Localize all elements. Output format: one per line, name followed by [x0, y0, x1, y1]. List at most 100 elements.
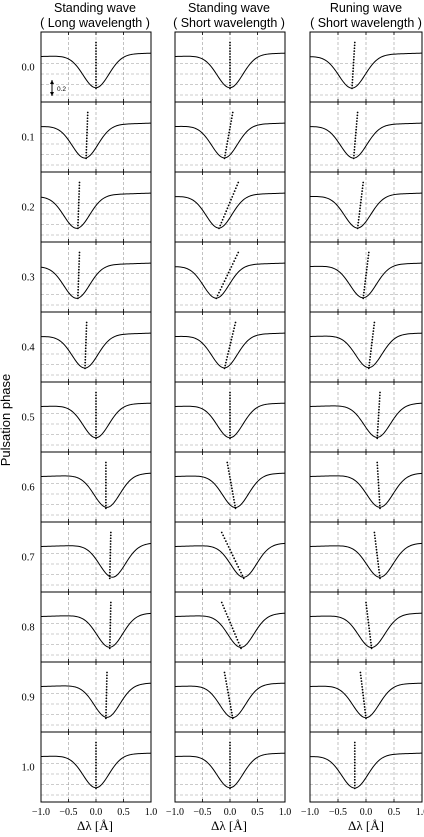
bisector-point [95, 417, 97, 420]
bisector-point [226, 143, 228, 145]
bisector-point [242, 577, 245, 580]
bisector [85, 111, 89, 160]
line-profile [309, 402, 423, 438]
x-tick-label: −1.0 [301, 807, 319, 818]
bisector [76, 181, 81, 230]
bisector-point [373, 324, 375, 327]
bisector-point [109, 615, 112, 618]
bisector-point [229, 548, 231, 551]
bisector-point [224, 677, 227, 680]
bisector-point [355, 120, 358, 123]
bisector-point [237, 641, 240, 644]
bisector-point [95, 761, 97, 764]
bisector-point [95, 64, 97, 67]
bisector-point [226, 688, 229, 691]
bisector-point [84, 353, 87, 355]
line-profile [174, 612, 286, 648]
bisector-point [85, 341, 87, 344]
bisector-point [353, 773, 356, 775]
panel-col1-phase-0.4 [40, 311, 152, 383]
bisector-point [372, 333, 374, 335]
bisector-point [84, 367, 86, 370]
panel-col2-phase-0.5 [174, 381, 286, 453]
bisector-point [227, 467, 230, 470]
bisector-point [226, 543, 229, 545]
bisector-point [229, 47, 231, 50]
bisector-point [105, 683, 108, 685]
bisector [218, 181, 240, 230]
bisector-point [366, 610, 368, 613]
bisector-point [359, 201, 362, 204]
bisector-point [105, 717, 107, 720]
bisector-point [78, 187, 81, 190]
bisector-point [85, 154, 88, 157]
bisector-point [226, 464, 229, 467]
col1-title-line2: ( Long wavelength ) [40, 16, 150, 30]
phase-label-0.2: 0.2 [21, 203, 34, 214]
col2-title-line1: Standing wave [188, 1, 270, 15]
bisector-point [225, 680, 227, 683]
bisector-point [233, 557, 236, 560]
line-profile [309, 52, 423, 89]
bisector-point [229, 478, 232, 481]
bisector-point [228, 473, 231, 475]
bisector-point [85, 333, 88, 335]
bisector-point [229, 703, 232, 705]
bisector-point [108, 577, 111, 580]
bisector-point [356, 117, 359, 120]
bisector-point [85, 137, 88, 140]
bisector [376, 461, 381, 510]
bisector-point [219, 224, 222, 227]
bisector-point [369, 638, 372, 641]
line-profile [40, 472, 152, 508]
bisector-point [371, 338, 374, 341]
bisector-point [354, 143, 356, 145]
bisector-point [376, 431, 379, 434]
col3-title-line2: ( Short wavelength ) [310, 16, 422, 30]
bisector-point [229, 755, 231, 758]
bisector-point [109, 545, 112, 548]
panel-col3-phase-0.3 [309, 241, 423, 313]
bisector-point [374, 537, 376, 540]
bisector-point [378, 403, 381, 405]
bisector-point [229, 781, 231, 784]
bisector-point [84, 358, 87, 361]
bisector-point [226, 685, 228, 688]
bisector-point [377, 560, 379, 563]
line-profile [309, 192, 423, 229]
bisector-point [84, 361, 87, 364]
bisector-point [229, 426, 231, 428]
panel-col2-phase-0.4 [174, 311, 286, 383]
bisector [108, 531, 112, 580]
bisector-point [77, 210, 80, 213]
bisector-point [367, 618, 369, 621]
bisector-point [95, 428, 97, 431]
bisector-point [229, 123, 232, 125]
bisector-point [226, 615, 229, 618]
bisector-point [359, 674, 362, 677]
bisector-point [374, 543, 377, 545]
bisector-point [229, 391, 231, 394]
bisector [95, 41, 97, 90]
bisector-point [109, 636, 111, 638]
bisector-point [377, 473, 379, 475]
bisector-point [376, 557, 379, 560]
bisector-point [353, 741, 356, 744]
bisector-point [377, 481, 380, 484]
bisector-point [228, 128, 231, 131]
bisector-point [232, 330, 235, 333]
col3-title-line1: Runing wave [330, 1, 402, 15]
bisector-point [234, 257, 237, 260]
bisector-point [364, 711, 367, 714]
bisector [359, 671, 367, 720]
bisector-point [230, 120, 233, 123]
bisector-point [229, 394, 231, 397]
bisector-point [216, 294, 219, 297]
bisector-point [77, 280, 80, 283]
bisector-point [236, 638, 239, 641]
bisector [223, 671, 234, 720]
phase-label-1.0: 1.0 [21, 763, 34, 774]
bisector-point [367, 367, 370, 370]
bisector-point [225, 146, 228, 148]
panel-col1-phase-0.1 [40, 101, 152, 173]
